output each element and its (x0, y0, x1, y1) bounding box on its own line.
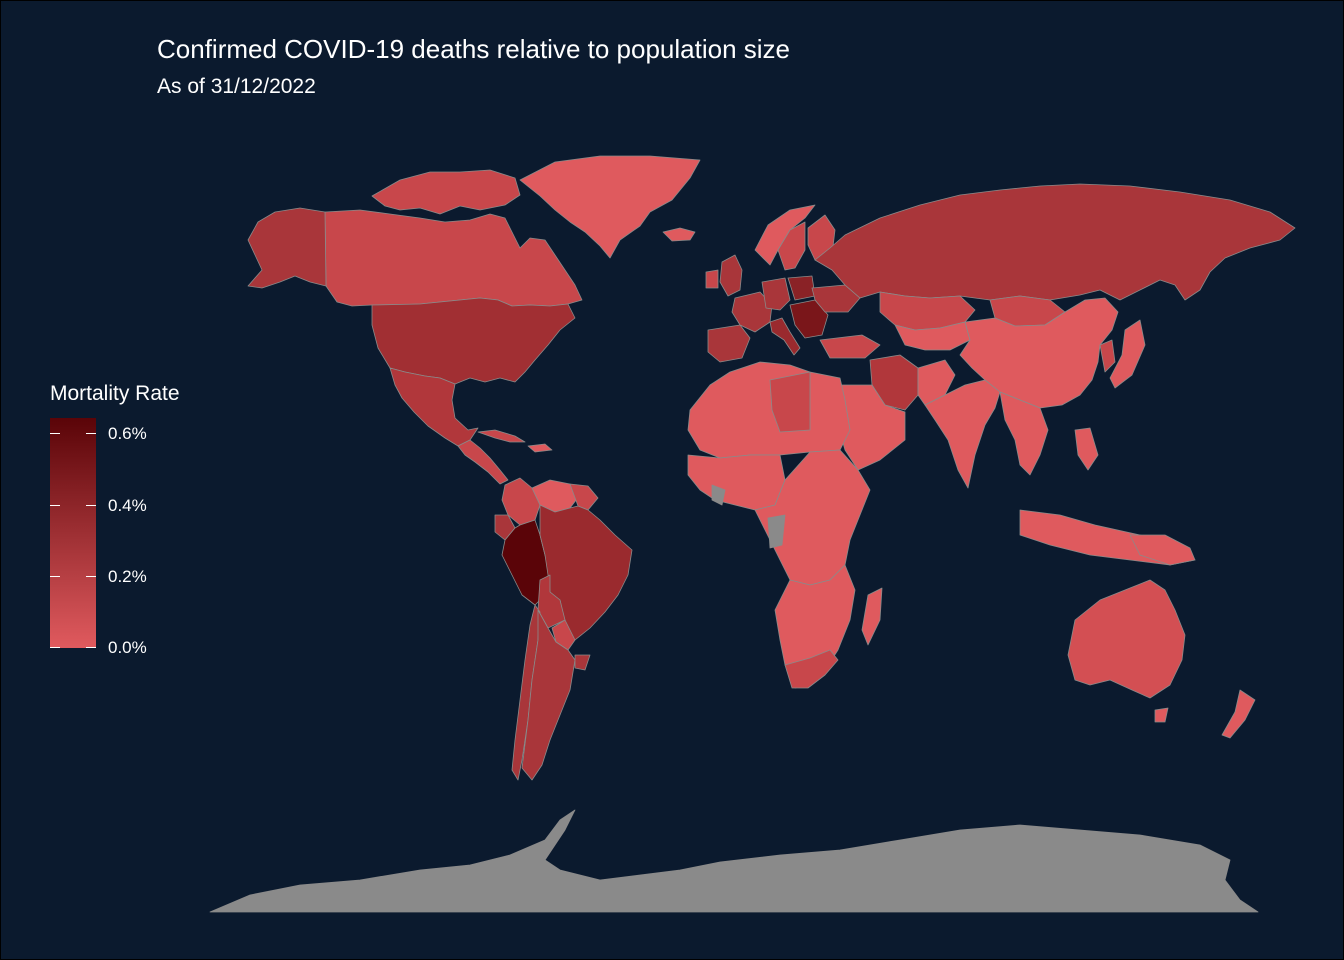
india (924, 379, 1001, 489)
west-africa (687, 454, 786, 511)
legend-tick-left-0 (50, 433, 60, 434)
legend: Mortality Rate 0.6% 0.4% 0.2% 0.0% (50, 382, 230, 662)
italy (769, 317, 801, 356)
guianas (569, 483, 599, 511)
poland (787, 275, 816, 301)
central-africa (754, 449, 871, 586)
sweden (777, 221, 806, 271)
legend-tick-right-0 (86, 433, 96, 434)
france (731, 291, 773, 333)
gabon (767, 514, 786, 549)
antarctica (209, 809, 1259, 913)
spain (707, 324, 751, 363)
north-africa (687, 361, 851, 459)
tasmania (1154, 707, 1169, 723)
iceland (662, 227, 696, 242)
legend-tick-right-1 (86, 505, 96, 506)
canada-islands (371, 169, 521, 215)
legend-label-2: 0.2% (108, 567, 147, 586)
libya (769, 371, 811, 433)
liberia (711, 484, 726, 506)
map-subtitle: As of 31/12/2022 (157, 75, 316, 98)
australia (1067, 579, 1186, 699)
canada (324, 209, 583, 307)
legend-label-3: 0.0% (108, 638, 147, 657)
hispaniola (527, 443, 553, 453)
legend-tick-left-2 (50, 576, 60, 577)
legend-color-bar (50, 418, 96, 648)
legend-tick-left-3 (50, 647, 60, 648)
alaska (247, 207, 327, 289)
japan (1109, 319, 1146, 389)
china (959, 297, 1119, 409)
greenland (519, 155, 701, 259)
norway (754, 204, 816, 266)
legend-tick-right-3 (86, 647, 96, 648)
argentina (521, 609, 576, 781)
cuba (477, 429, 526, 443)
legend-label-0: 0.6% (108, 424, 147, 443)
mexico (389, 367, 479, 447)
legend-tick-right-2 (86, 576, 96, 577)
legend-title: Mortality Rate (50, 382, 180, 405)
philippines (1074, 427, 1099, 471)
south-africa (784, 649, 839, 689)
map-title: Confirmed COVID-19 deaths relative to po… (157, 34, 790, 64)
turkey (819, 334, 881, 359)
korea (1099, 339, 1116, 373)
uruguay (574, 654, 591, 671)
new-guinea (1129, 534, 1196, 566)
new-zealand (1221, 689, 1256, 739)
legend-label-1: 0.4% (108, 496, 147, 515)
southeast-asia (999, 391, 1049, 476)
ireland (705, 269, 719, 289)
legend-tick-left-1 (50, 505, 60, 506)
germany (761, 277, 791, 311)
russia (814, 183, 1296, 301)
united-kingdom (719, 254, 743, 297)
madagascar (861, 587, 883, 646)
central-america (457, 439, 509, 485)
